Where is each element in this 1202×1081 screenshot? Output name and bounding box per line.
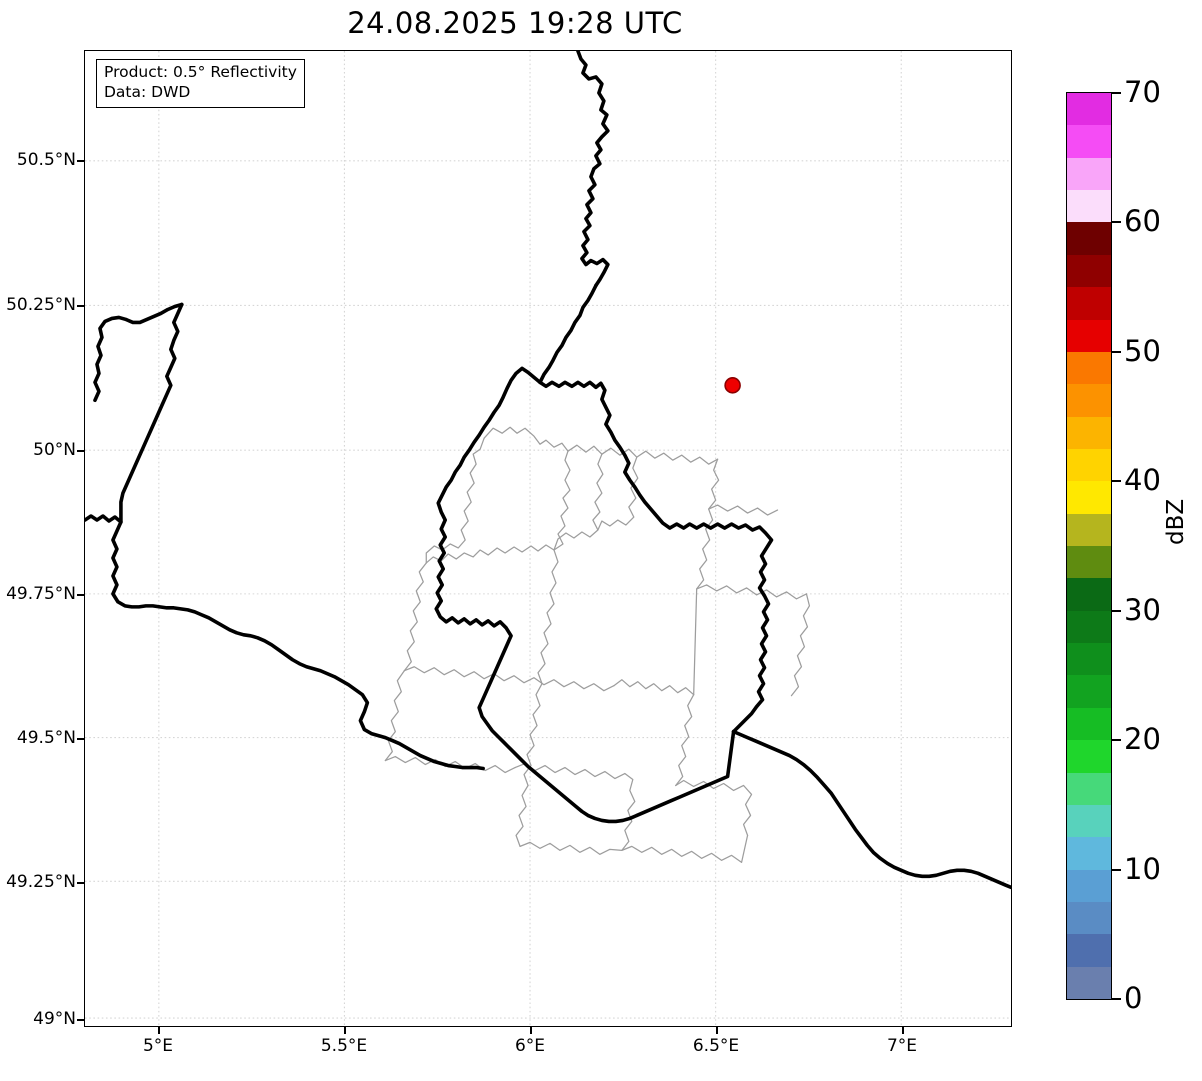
y-tick-mark [77, 305, 84, 307]
colorbar-band-12 [1067, 481, 1111, 514]
y-tick-mark [77, 1019, 84, 1021]
y-tick-mark [77, 450, 84, 452]
x-tick-label: 5°E [142, 1036, 174, 1056]
y-tick-label: 50.5°N [16, 150, 76, 170]
colorbar-band-26 [1067, 934, 1111, 967]
x-tick-label: 6.5°E [692, 1036, 740, 1056]
colorbar-band-20 [1067, 740, 1111, 773]
y-tick-label: 50.25°N [6, 295, 76, 315]
colorbar-band-0 [1067, 93, 1111, 126]
info-data-line: Data: DWD [104, 82, 191, 101]
region-boundaries [384, 426, 811, 863]
x-tick-mark [158, 1027, 160, 1034]
y-tick-mark [77, 738, 84, 740]
y-tick-mark [77, 882, 84, 884]
x-tick-label: 7°E [886, 1036, 918, 1056]
country-borders [85, 51, 1011, 890]
y-tick-label: 50°N [33, 440, 76, 460]
colorbar-axis-label: dBZ [1163, 498, 1189, 545]
colorbar-tick-label: 30 [1124, 593, 1161, 627]
colorbar-tick-label: 20 [1124, 722, 1161, 756]
colorbar-band-16 [1067, 610, 1111, 644]
colorbar-band-7 [1067, 319, 1111, 352]
colorbar-tick-mark [1112, 998, 1121, 1000]
colorbar-band-14 [1067, 546, 1111, 579]
colorbar-tick-mark [1112, 610, 1121, 612]
product-info-box: Product: 0.5° Reflectivity Data: DWD [96, 59, 305, 108]
colorbar-tick-mark [1112, 221, 1121, 223]
colorbar-band-11 [1067, 448, 1111, 482]
colorbar-band-10 [1067, 416, 1111, 449]
colorbar-band-9 [1067, 384, 1111, 417]
colorbar-tick-label: 50 [1124, 334, 1161, 368]
colorbar-band-1 [1067, 125, 1111, 158]
colorbar-tick-mark [1112, 869, 1121, 871]
colorbar-tick-label: 0 [1124, 981, 1143, 1015]
y-tick-mark [77, 160, 84, 162]
x-tick-mark [344, 1027, 346, 1034]
radar-site-icon[interactable] [724, 377, 741, 394]
x-tick-label: 5.5°E [320, 1036, 368, 1056]
colorbar-band-6 [1067, 287, 1111, 320]
y-tick-label: 49.5°N [16, 728, 76, 748]
colorbar-tick-label: 10 [1124, 852, 1161, 886]
colorbar-band-8 [1067, 351, 1111, 385]
y-tick-label: 49.25°N [6, 872, 76, 892]
colorbar-band-19 [1067, 707, 1111, 741]
map-gridlines [85, 51, 1011, 1026]
colorbar-band-13 [1067, 513, 1111, 547]
colorbar-tick-mark [1112, 480, 1121, 482]
colorbar-tick-label: 60 [1124, 204, 1161, 238]
y-tick-mark [77, 594, 84, 596]
colorbar-tick-label: 40 [1124, 463, 1161, 497]
colorbar-band-27 [1067, 966, 1111, 1000]
colorbar-band-17 [1067, 643, 1111, 676]
colorbar-band-4 [1067, 222, 1111, 255]
y-tick-label: 49°N [33, 1009, 76, 1029]
colorbar-band-24 [1067, 869, 1111, 902]
colorbar-band-21 [1067, 772, 1111, 805]
colorbar-tick-mark [1112, 739, 1121, 741]
colorbar-band-22 [1067, 804, 1111, 838]
colorbar-band-15 [1067, 578, 1111, 611]
colorbar-band-25 [1067, 901, 1111, 935]
colorbar-band-2 [1067, 157, 1111, 191]
info-product-line: Product: 0.5° Reflectivity [104, 63, 297, 81]
map-canvas [85, 51, 1011, 1026]
colorbar-tick-mark [1112, 92, 1121, 94]
reflectivity-colorbar[interactable] [1066, 92, 1112, 1000]
colorbar-band-18 [1067, 675, 1111, 708]
x-tick-label: 6°E [514, 1036, 546, 1056]
x-tick-mark [716, 1027, 718, 1034]
colorbar-tick-mark [1112, 351, 1121, 353]
colorbar-band-3 [1067, 190, 1111, 223]
x-tick-mark [902, 1027, 904, 1034]
y-tick-label: 49.75°N [6, 584, 76, 604]
radar-map-plot[interactable]: Product: 0.5° Reflectivity Data: DWD [84, 50, 1012, 1027]
x-tick-mark [530, 1027, 532, 1034]
page-title: 24.08.2025 19:28 UTC [347, 6, 683, 40]
colorbar-band-23 [1067, 837, 1111, 870]
colorbar-band-5 [1067, 254, 1111, 288]
colorbar-tick-label: 70 [1124, 75, 1161, 109]
